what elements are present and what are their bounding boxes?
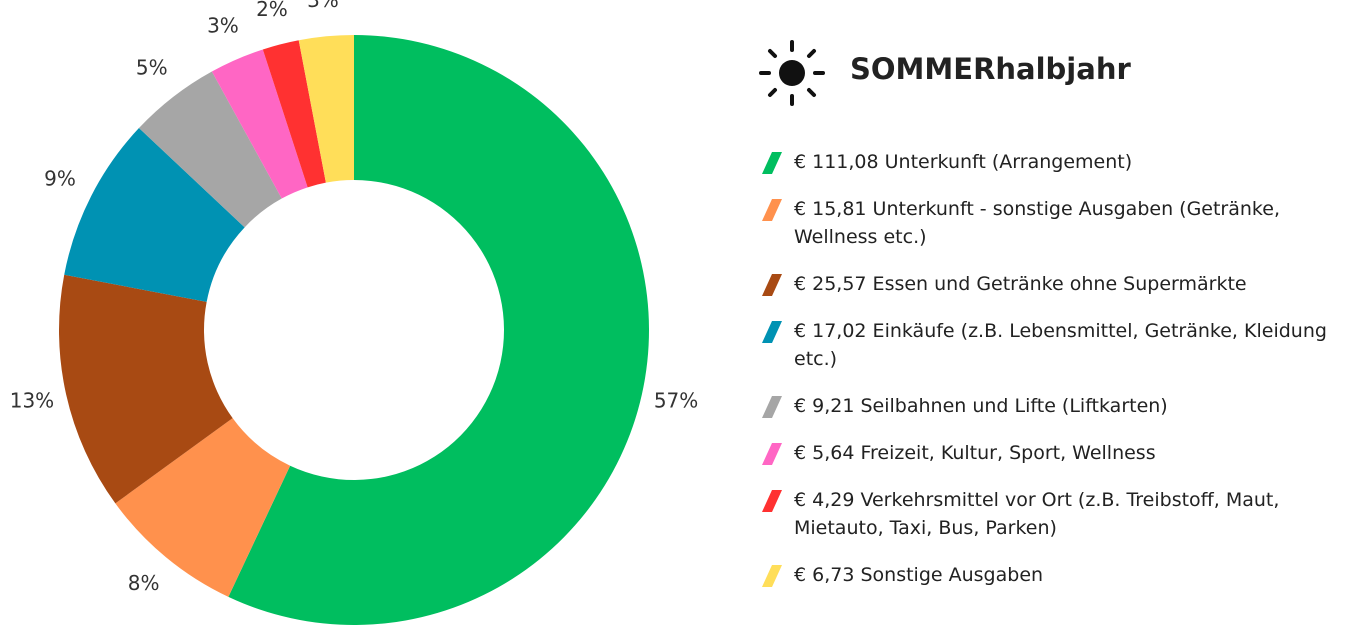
donut-slice	[262, 40, 326, 188]
slice-label: 8%	[128, 571, 160, 595]
sun-icon	[759, 40, 825, 106]
legend-swatch	[762, 565, 782, 587]
legend-swatch	[762, 321, 782, 343]
legend-item: € 111,08 Unterkunft (Arrangement)	[760, 148, 1350, 176]
donut-slice	[211, 49, 308, 199]
legend-label: € 25,57 Essen und Getränke ohne Supermär…	[794, 273, 1247, 295]
donut-slice	[64, 128, 245, 302]
legend-swatch-shape	[762, 199, 782, 221]
slice-label: 3%	[207, 14, 239, 38]
legend-label: € 9,21 Seilbahnen und Lifte (Liftkarten)	[794, 395, 1168, 417]
legend-label: € 5,64 Freizeit, Kultur, Sport, Wellness	[794, 442, 1156, 464]
legend-swatch-shape	[762, 274, 782, 296]
legend-swatch	[762, 152, 782, 174]
legend-label: € 111,08 Unterkunft (Arrangement)	[794, 151, 1133, 173]
legend-swatch	[762, 490, 782, 512]
legend-item: € 15,81 Unterkunft - sonstige Ausgaben (…	[760, 195, 1350, 251]
slice-label: 3%	[307, 0, 339, 12]
legend: € 111,08 Unterkunft (Arrangement) € 15,81…	[760, 148, 1350, 608]
legend-swatch	[762, 199, 782, 221]
donut-slice	[228, 35, 649, 625]
legend-swatch-shape	[762, 396, 782, 418]
legend-swatch-shape	[762, 152, 782, 174]
legend-item: € 25,57 Essen und Getränke ohne Supermär…	[760, 270, 1350, 298]
slice-label: 13%	[10, 388, 54, 412]
legend-item: € 5,64 Freizeit, Kultur, Sport, Wellness	[760, 439, 1350, 467]
legend-item: € 6,73 Sonstige Ausgaben	[760, 561, 1350, 589]
donut-slice	[115, 418, 291, 597]
legend-item: € 17,02 Einkäufe (z.B. Lebensmittel, Get…	[760, 317, 1350, 373]
slice-label: 2%	[256, 0, 288, 21]
legend-label: € 4,29 Verkehrsmittel vor Ort (z.B. Trei…	[794, 489, 1280, 539]
legend-label: € 15,81 Unterkunft - sonstige Ausgaben (…	[794, 198, 1280, 248]
legend-swatch	[762, 443, 782, 465]
legend-item: € 9,21 Seilbahnen und Lifte (Liftkarten)	[760, 392, 1350, 420]
donut-slice	[59, 274, 233, 504]
legend-swatch	[762, 274, 782, 296]
slice-label: 5%	[136, 56, 168, 80]
chart: 57% 8% 13% 9% 5% 3% 2% 3%	[10, 0, 698, 625]
legend-item: € 4,29 Verkehrsmittel vor Ort (z.B. Trei…	[760, 486, 1350, 542]
legend-label: € 6,73 Sonstige Ausgaben	[794, 564, 1044, 586]
slice-label: 57%	[654, 388, 698, 412]
donut-slice	[138, 71, 282, 228]
legend-swatch-shape	[762, 490, 782, 512]
chart-title: SOMMERhalbjahr	[850, 52, 1131, 86]
legend-swatch-shape	[762, 443, 782, 465]
legend-swatch-shape	[762, 565, 782, 587]
slice-label: 9%	[44, 167, 76, 191]
legend-swatch	[762, 396, 782, 418]
donut-slice	[298, 35, 354, 183]
legend-label: € 17,02 Einkäufe (z.B. Lebensmittel, Get…	[794, 320, 1327, 370]
legend-swatch-shape	[762, 321, 782, 343]
